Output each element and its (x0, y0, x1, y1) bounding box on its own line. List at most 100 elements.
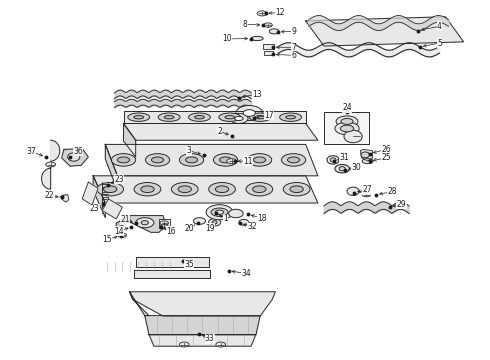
Ellipse shape (118, 233, 126, 238)
Ellipse shape (230, 113, 248, 123)
Ellipse shape (209, 219, 221, 226)
Text: 3: 3 (187, 146, 192, 155)
Ellipse shape (362, 193, 371, 197)
Ellipse shape (339, 167, 345, 171)
Text: 36: 36 (73, 147, 83, 156)
Text: 30: 30 (351, 163, 361, 172)
Ellipse shape (227, 159, 237, 164)
Ellipse shape (214, 154, 238, 166)
Polygon shape (130, 292, 149, 316)
Ellipse shape (111, 154, 136, 166)
Text: 22: 22 (45, 192, 54, 201)
Text: 13: 13 (252, 90, 262, 99)
Ellipse shape (335, 122, 359, 135)
Ellipse shape (209, 183, 235, 196)
Ellipse shape (216, 186, 229, 193)
Ellipse shape (134, 183, 161, 196)
Bar (265, 51, 273, 55)
Ellipse shape (146, 154, 170, 166)
Text: 31: 31 (339, 153, 349, 162)
Text: 4: 4 (437, 22, 442, 31)
Polygon shape (306, 17, 464, 46)
Polygon shape (93, 176, 318, 203)
Ellipse shape (141, 221, 148, 225)
Ellipse shape (151, 157, 164, 163)
Ellipse shape (128, 113, 149, 121)
Ellipse shape (216, 342, 225, 347)
Text: 35: 35 (184, 261, 194, 270)
Text: 15: 15 (102, 235, 111, 244)
Text: 20: 20 (184, 224, 194, 233)
Polygon shape (82, 182, 98, 205)
Ellipse shape (160, 225, 169, 229)
Ellipse shape (46, 162, 55, 167)
Polygon shape (116, 216, 130, 228)
Polygon shape (62, 195, 69, 202)
Ellipse shape (219, 113, 241, 121)
Polygon shape (123, 123, 136, 157)
Text: 11: 11 (244, 157, 253, 166)
Ellipse shape (179, 154, 204, 166)
Polygon shape (102, 199, 122, 219)
Polygon shape (42, 140, 60, 189)
Ellipse shape (347, 187, 359, 195)
Ellipse shape (220, 157, 232, 163)
Ellipse shape (103, 186, 117, 193)
Ellipse shape (290, 186, 303, 193)
Ellipse shape (280, 113, 301, 121)
Ellipse shape (341, 118, 353, 124)
Text: 6: 6 (291, 51, 296, 60)
Ellipse shape (344, 130, 362, 143)
Polygon shape (62, 149, 88, 166)
Text: 21: 21 (121, 215, 130, 224)
Ellipse shape (178, 186, 192, 193)
Text: 33: 33 (205, 334, 215, 343)
Ellipse shape (249, 113, 271, 121)
Text: 23: 23 (115, 175, 124, 184)
Ellipse shape (257, 11, 267, 16)
Ellipse shape (255, 116, 265, 119)
Text: 17: 17 (265, 111, 274, 120)
Polygon shape (130, 292, 275, 316)
Ellipse shape (141, 186, 154, 193)
Ellipse shape (179, 342, 189, 347)
Ellipse shape (247, 154, 272, 166)
Bar (159, 219, 170, 228)
Bar (324, 112, 369, 144)
Polygon shape (149, 334, 256, 346)
Ellipse shape (97, 183, 123, 196)
Text: 12: 12 (275, 8, 285, 17)
Ellipse shape (225, 116, 235, 119)
Text: 9: 9 (291, 27, 296, 36)
Ellipse shape (211, 208, 228, 216)
Polygon shape (123, 111, 306, 123)
Ellipse shape (243, 110, 255, 116)
Polygon shape (145, 316, 260, 335)
Polygon shape (360, 149, 372, 161)
Ellipse shape (253, 157, 266, 163)
Text: 24: 24 (342, 103, 352, 112)
Ellipse shape (286, 116, 295, 119)
Polygon shape (123, 123, 318, 140)
Text: 10: 10 (222, 35, 232, 44)
Ellipse shape (206, 205, 233, 220)
Text: 26: 26 (381, 145, 391, 154)
Ellipse shape (239, 219, 248, 225)
Ellipse shape (361, 152, 369, 158)
Ellipse shape (270, 29, 279, 34)
Text: 27: 27 (363, 185, 372, 194)
Text: 37: 37 (26, 147, 36, 156)
Ellipse shape (195, 116, 204, 119)
Ellipse shape (341, 125, 354, 132)
Ellipse shape (68, 153, 80, 161)
Text: 29: 29 (397, 200, 407, 209)
Polygon shape (93, 176, 105, 218)
Ellipse shape (330, 158, 336, 162)
Ellipse shape (215, 210, 224, 214)
Polygon shape (105, 144, 118, 190)
Ellipse shape (164, 116, 174, 119)
Text: 8: 8 (243, 20, 247, 29)
Ellipse shape (189, 113, 210, 121)
Text: 25: 25 (381, 153, 391, 162)
Ellipse shape (264, 23, 272, 27)
